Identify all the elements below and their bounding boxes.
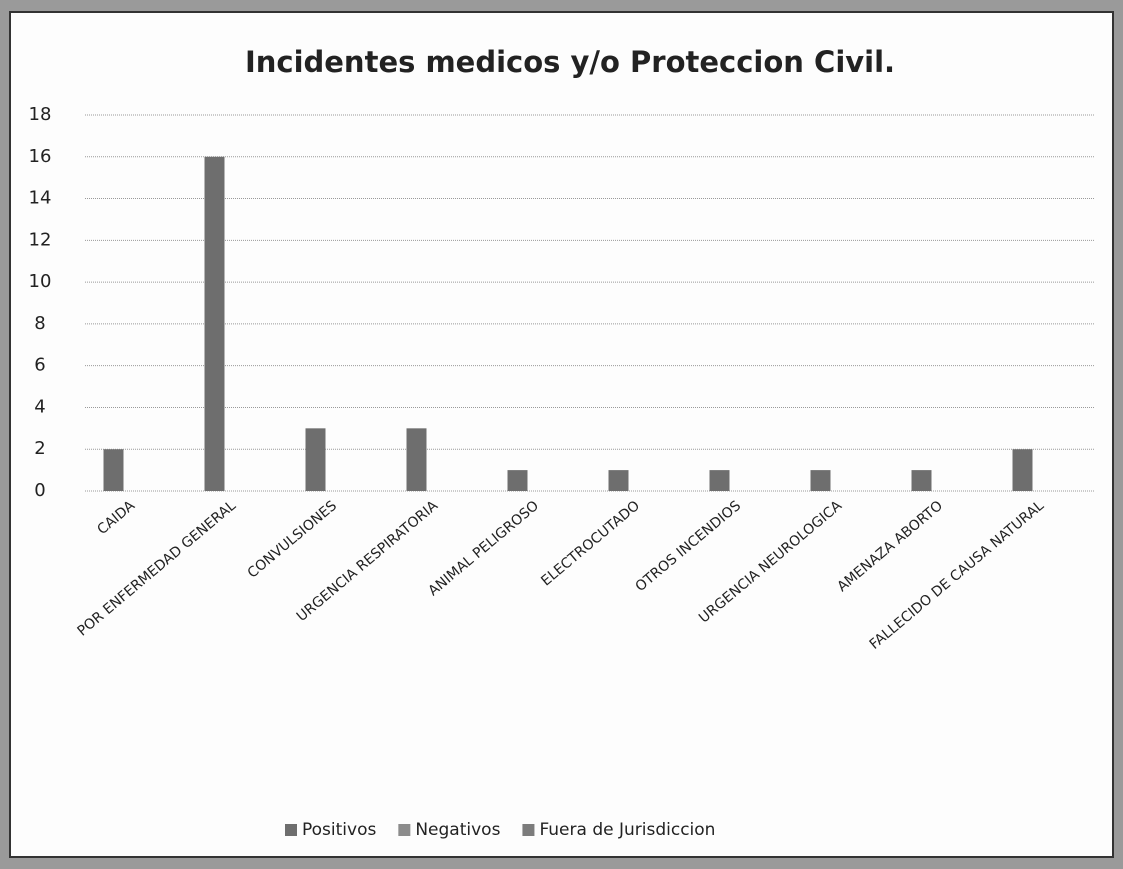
bar <box>507 470 528 491</box>
chart-title: Incidentes medicos y/o Proteccion Civil. <box>245 45 895 79</box>
y-tick-label: 6 <box>34 355 45 376</box>
bar <box>103 449 124 491</box>
legend-label: Positivos <box>302 820 376 840</box>
bar <box>810 470 831 491</box>
y-tick-label: 0 <box>34 480 45 501</box>
y-tick-label: 16 <box>29 146 52 167</box>
legend-swatch <box>398 824 411 836</box>
y-tick-label: 12 <box>29 229 52 250</box>
y-tick-label: 10 <box>29 271 52 292</box>
chart-area <box>9 11 1114 858</box>
legend-label: Fuera de Jurisdiccion <box>539 820 715 840</box>
bar <box>1012 449 1033 491</box>
y-tick-label: 14 <box>29 188 52 209</box>
legend-swatch <box>285 824 297 836</box>
bar <box>406 428 427 491</box>
legend-swatch <box>522 824 535 836</box>
bar <box>305 428 326 491</box>
bar <box>911 470 932 491</box>
y-tick-label: 8 <box>34 313 45 334</box>
y-tick-label: 4 <box>34 396 45 417</box>
y-tick-label: 18 <box>29 104 52 125</box>
y-tick-label: 2 <box>34 438 45 459</box>
bar <box>204 156 225 491</box>
bar <box>608 470 629 491</box>
bar <box>709 470 730 491</box>
legend-label: Negativos <box>415 820 500 840</box>
